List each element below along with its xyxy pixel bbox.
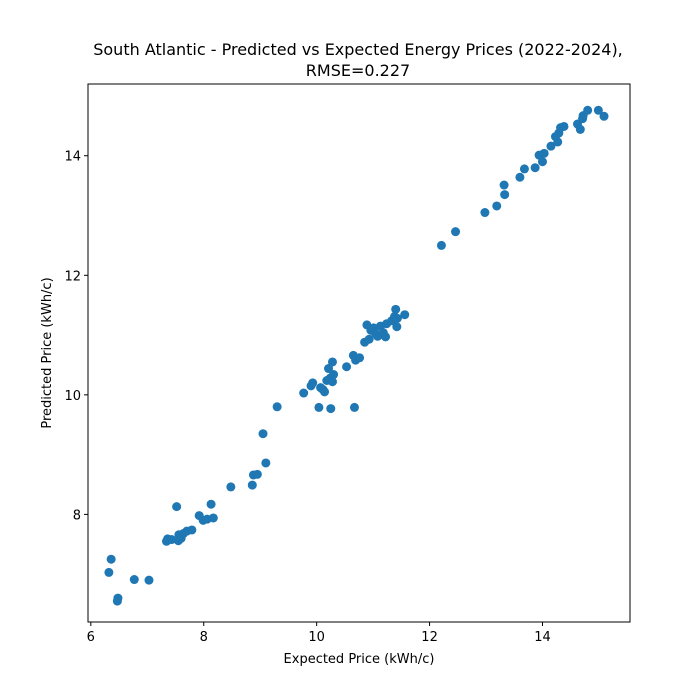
data-point [247, 480, 257, 490]
data-point [480, 208, 490, 218]
data-point [400, 310, 410, 320]
data-point [451, 227, 461, 237]
data-point [113, 593, 123, 603]
data-point [252, 469, 262, 479]
data-point [326, 404, 336, 414]
data-point [575, 124, 585, 134]
x-tick-label: 6 [87, 630, 95, 645]
data-point [329, 370, 339, 380]
y-axis-ticks: 8 10 12 14 [64, 150, 88, 523]
data-point [324, 364, 334, 374]
chart-title-line2: RMSE=0.227 [306, 61, 410, 80]
data-point [144, 575, 154, 585]
data-point [226, 482, 236, 492]
data-point [499, 180, 509, 190]
x-tick-label: 14 [534, 630, 551, 645]
data-point [519, 164, 529, 174]
chart-title-line1: South Atlantic - Predicted vs Expected E… [93, 40, 623, 59]
data-point [327, 357, 337, 367]
data-point [208, 513, 218, 523]
data-point [436, 240, 446, 250]
y-tick-label: 10 [64, 389, 81, 404]
data-point [599, 111, 609, 121]
plot-frame [87, 83, 631, 623]
data-point [129, 575, 139, 585]
data-points [104, 105, 609, 606]
data-point [515, 172, 525, 182]
data-point [492, 201, 502, 211]
data-point [593, 105, 603, 115]
data-point [172, 502, 182, 512]
data-point [320, 387, 330, 397]
y-tick-label: 14 [64, 150, 81, 165]
x-tick-label: 12 [421, 630, 438, 645]
x-tick-label: 8 [200, 630, 208, 645]
data-point [106, 554, 116, 564]
data-point [314, 402, 324, 412]
data-point [364, 334, 374, 344]
data-point [537, 157, 547, 167]
x-tick-label: 10 [308, 630, 325, 645]
data-point [261, 458, 271, 468]
data-point [327, 377, 337, 387]
data-point [349, 402, 359, 412]
data-point [342, 362, 352, 372]
data-point [167, 535, 177, 545]
y-axis-label: Predicted Price (kWh/c) [40, 277, 55, 428]
data-point [391, 304, 401, 314]
x-axis-label: Expected Price (kWh/c) [284, 652, 435, 667]
data-point [104, 567, 114, 577]
data-point [272, 402, 282, 412]
data-point [392, 322, 402, 332]
data-point [381, 332, 391, 342]
data-point [258, 429, 268, 439]
x-axis-ticks: 6 8 10 12 14 [87, 622, 551, 645]
data-point [308, 378, 318, 388]
data-point [559, 121, 569, 131]
data-point [187, 525, 197, 535]
data-point [500, 190, 510, 200]
y-tick-label: 12 [64, 269, 81, 284]
data-point [206, 499, 216, 509]
data-point [553, 137, 563, 147]
data-point [546, 141, 556, 151]
data-point [392, 313, 402, 323]
data-point [299, 388, 309, 398]
data-point [583, 105, 593, 115]
y-tick-label: 8 [73, 508, 81, 523]
data-point [530, 163, 540, 173]
data-point [355, 353, 365, 363]
data-point [539, 148, 549, 158]
